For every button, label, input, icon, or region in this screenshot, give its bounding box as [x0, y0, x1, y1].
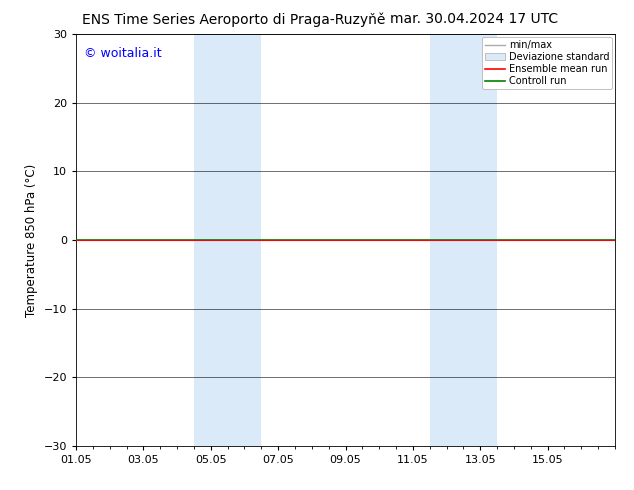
Bar [194, 34, 261, 446]
Y-axis label: Temperature 850 hPa (°C): Temperature 850 hPa (°C) [25, 164, 38, 317]
Text: ENS Time Series Aeroporto di Praga-Ruzyňě: ENS Time Series Aeroporto di Praga-Ruzyň… [82, 12, 386, 27]
Legend: min/max, Deviazione standard, Ensemble mean run, Controll run: min/max, Deviazione standard, Ensemble m… [482, 37, 612, 89]
Text: mar. 30.04.2024 17 UTC: mar. 30.04.2024 17 UTC [390, 12, 558, 26]
Text: © woitalia.it: © woitalia.it [84, 47, 162, 60]
Bar [430, 34, 497, 446]
